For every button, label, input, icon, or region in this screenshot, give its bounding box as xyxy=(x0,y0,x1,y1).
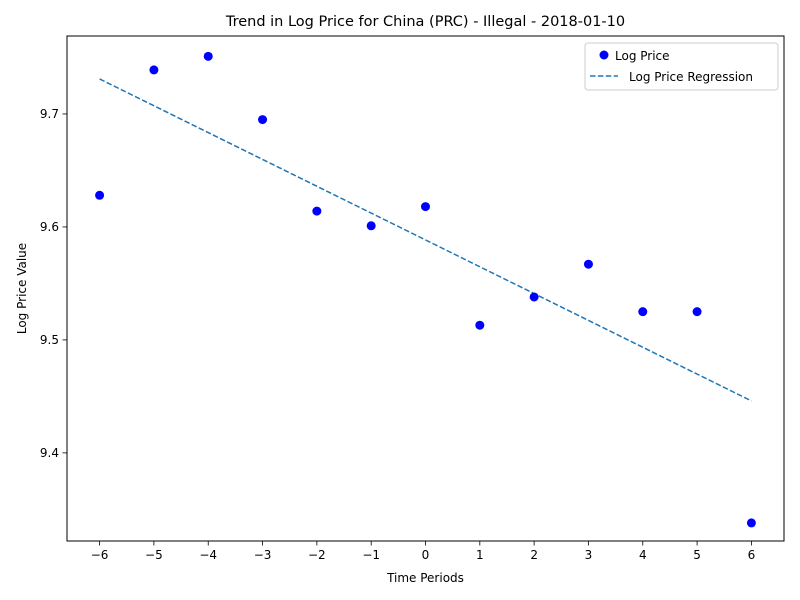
data-point xyxy=(312,206,322,216)
x-tick-label: −4 xyxy=(199,548,217,562)
axis-ticks: −6 −5 −4 −3 −2 −1 0 1 2 3 4 5 6 9.4 9.5 9.6 9.7 xyxy=(40,107,755,562)
chart-title: Trend in Log Price for China (PRC) - Ill… xyxy=(225,14,625,30)
x-tick-label: −2 xyxy=(308,548,326,562)
data-point xyxy=(746,518,756,528)
data-point xyxy=(258,115,268,125)
regression-series xyxy=(99,78,752,402)
x-tick-label: 4 xyxy=(639,548,647,562)
x-tick-label: −3 xyxy=(254,548,272,562)
plot-area xyxy=(66,35,785,542)
data-point xyxy=(203,51,213,61)
x-tick-label: −1 xyxy=(362,548,380,562)
x-tick-label: −6 xyxy=(91,548,109,562)
legend-box xyxy=(584,42,779,91)
x-tick-label: 2 xyxy=(530,548,538,562)
data-point xyxy=(366,221,376,231)
x-axis-label: Time Periods xyxy=(386,571,464,585)
y-tick-label: 9.7 xyxy=(40,107,59,121)
data-point xyxy=(692,307,702,317)
regression-line xyxy=(99,78,752,402)
x-tick-label: −5 xyxy=(145,548,163,562)
data-point xyxy=(421,202,430,212)
data-point xyxy=(529,292,539,302)
data-point xyxy=(475,320,485,330)
data-point xyxy=(149,65,159,75)
x-tick-label: 0 xyxy=(422,548,430,562)
data-point xyxy=(638,307,648,317)
data-point xyxy=(583,259,593,269)
y-tick-label: 9.4 xyxy=(40,446,59,460)
x-tick-label: 5 xyxy=(693,548,701,562)
data-point xyxy=(95,190,105,200)
x-tick-label: 3 xyxy=(585,548,593,562)
x-tick-label: 6 xyxy=(748,548,756,562)
y-tick-label: 9.5 xyxy=(40,333,59,347)
legend-label-log-price: Log Price xyxy=(615,49,670,63)
legend: Log Price Log Price Regression xyxy=(584,42,779,91)
y-axis-label: Log Price Value xyxy=(15,243,29,334)
log-price-series xyxy=(95,51,756,528)
x-tick-label: 1 xyxy=(476,548,484,562)
legend-label-regression: Log Price Regression xyxy=(629,70,753,84)
legend-marker-log-price xyxy=(599,50,609,60)
y-tick-label: 9.6 xyxy=(40,220,59,234)
